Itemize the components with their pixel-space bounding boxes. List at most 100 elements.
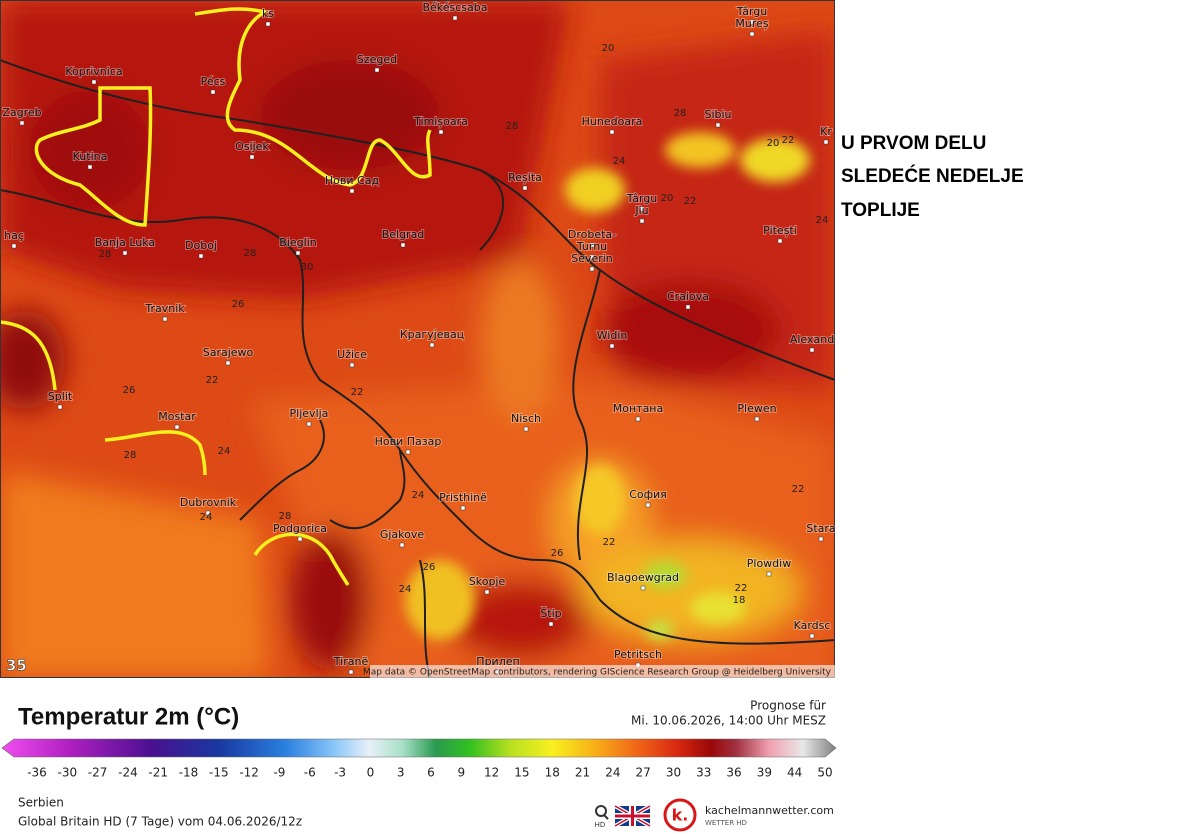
city-marker: [122, 250, 128, 256]
contour-label: 28: [279, 511, 292, 522]
scale-tick-label: -24: [118, 766, 138, 780]
city-marker: [766, 571, 772, 577]
city-label: Stara: [806, 522, 835, 535]
annotation-line: TOPLIJE: [841, 200, 920, 221]
city-label: Târgu: [736, 5, 767, 18]
city-marker: [589, 242, 595, 248]
city-label: Užice: [337, 348, 367, 361]
city-marker: [522, 185, 528, 191]
city-label: Craiova: [667, 290, 709, 303]
scale-tick-label: 36: [726, 766, 741, 780]
city-marker: [87, 164, 93, 170]
scale-tick-label: 27: [636, 766, 651, 780]
city-marker: [348, 669, 354, 675]
brand-logo[interactable]: k.: [663, 798, 697, 832]
city-marker: [91, 79, 97, 85]
contour-label: 20: [661, 193, 674, 204]
scale-tick-label: -21: [148, 766, 168, 780]
contour-label: 28: [674, 108, 687, 119]
city-marker: [399, 542, 405, 548]
contour-label: 28: [124, 450, 137, 461]
scale-tick-label: -30: [58, 766, 78, 780]
contour-label: 22: [684, 196, 697, 207]
contour-label: 22: [735, 583, 748, 594]
search-icon[interactable]: HD: [595, 805, 609, 829]
city-marker: [715, 122, 721, 128]
city-label: Zagreb: [2, 106, 41, 119]
annotation-line: SLEDEĆE NEDELJE: [841, 166, 1024, 187]
city-label: Крагујевац: [400, 328, 464, 341]
city-marker: [777, 238, 783, 244]
model-run: Global Britain HD (7 Tage) vom 04.06.202…: [18, 815, 302, 829]
city-marker: [405, 449, 411, 455]
city-label: Pitești: [763, 224, 797, 237]
isotherm-lines: [0, 7, 432, 586]
city-label: Podgorica: [273, 522, 327, 535]
scale-tick-label: -12: [239, 766, 259, 780]
city-label: Нови Пазар: [375, 435, 442, 448]
city-label: haç: [4, 229, 24, 242]
uk-flag[interactable]: [614, 804, 651, 828]
contour-label: 26: [123, 385, 136, 396]
brand-name: kachelmannwetter.com: [705, 804, 834, 817]
scale-tick-label: 30: [666, 766, 681, 780]
hd-label: HD: [595, 821, 606, 829]
city-label: Nisch: [511, 412, 541, 425]
city-label: Dubrovnik: [180, 496, 237, 509]
annotation-line: U PRVOM DELU: [841, 133, 987, 154]
city-labels: Békéscsaba TârguMureșksKoprivnicaPécsSzeg…: [1, 0, 837, 675]
legend-title: Temperatur 2m (°C): [18, 703, 239, 730]
city-label: Travnik: [144, 302, 185, 315]
scale-tick-label: 33: [696, 766, 711, 780]
contour-label: 22: [206, 375, 219, 386]
brand-sub: WETTER HD: [705, 819, 747, 827]
contour-label: 28: [506, 121, 519, 132]
city-marker: [265, 21, 271, 27]
city-label: Koprivnica: [65, 65, 122, 78]
city-label: Jiu: [634, 204, 648, 217]
city-marker: [210, 89, 216, 95]
city-marker: [823, 139, 829, 145]
city-label: Нови Сад: [325, 174, 380, 187]
scale-tick-label: 24: [605, 766, 620, 780]
contour-label: 20: [602, 43, 615, 54]
city-label: Plowdiw: [747, 557, 791, 570]
city-label: Drobeta-: [568, 228, 616, 241]
city-marker: [754, 416, 760, 422]
city-label: Szeged: [357, 53, 397, 66]
city-marker: [460, 505, 466, 511]
city-marker: [295, 250, 301, 256]
city-label: Târgu: [626, 192, 657, 205]
city-marker: [297, 536, 303, 542]
city-label: Plewen: [737, 402, 776, 415]
city-marker: [306, 421, 312, 427]
scale-tick-label: -18: [179, 766, 199, 780]
scale-tick-label: 50: [817, 766, 832, 780]
city-marker: [639, 218, 645, 224]
city-label: Petritsch: [614, 648, 662, 661]
city-marker: [749, 31, 755, 37]
city-label: Bieglin: [279, 236, 316, 249]
scale-tick-label: 12: [484, 766, 499, 780]
city-marker: [639, 206, 645, 212]
city-marker: [609, 129, 615, 135]
city-label: Kr: [820, 125, 832, 138]
city-label: Belgrad: [382, 228, 425, 241]
city-label: Hunedoara: [582, 115, 643, 128]
forecast-time: Mi. 10.06.2026, 14:00 Uhr MESZ: [631, 714, 826, 728]
city-label: Mureș: [735, 17, 769, 30]
city-marker: [640, 585, 646, 591]
city-label: Монтана: [613, 402, 664, 415]
city-marker: [609, 343, 615, 349]
city-marker: [205, 510, 211, 516]
city-marker: [548, 621, 554, 627]
city-marker: [645, 502, 651, 508]
contour-label: 22: [792, 484, 805, 495]
city-marker: [429, 342, 435, 348]
city-marker: [174, 424, 180, 430]
contour-label: 20: [767, 138, 780, 149]
attribution-bg: [370, 665, 835, 678]
city-label: Reșita: [508, 171, 542, 184]
city-marker: [349, 362, 355, 368]
